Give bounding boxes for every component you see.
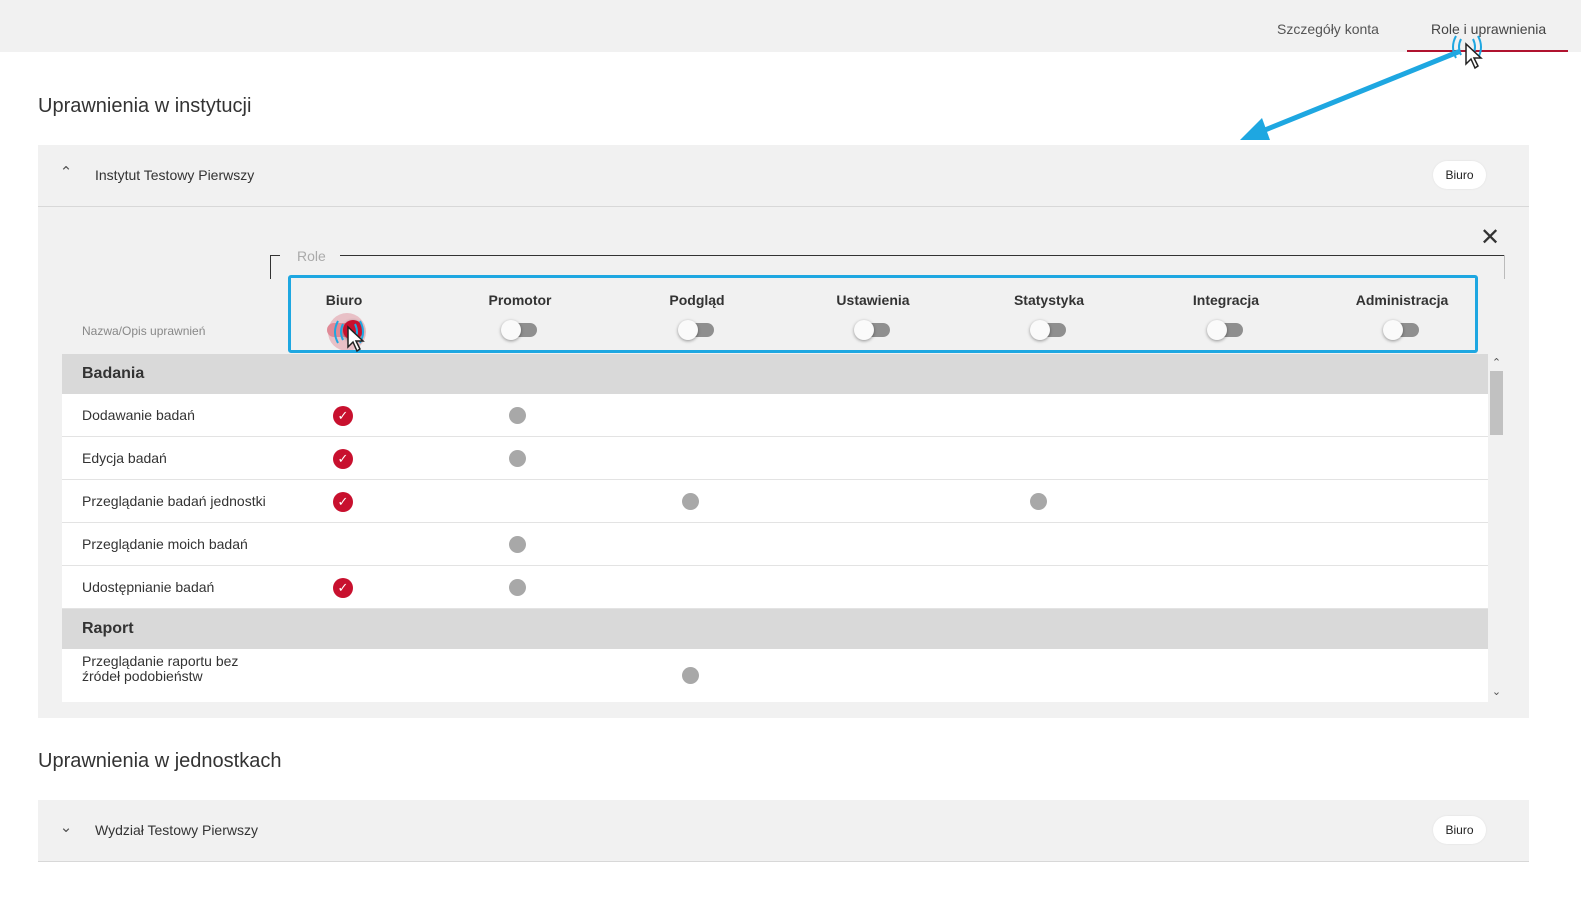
role-header-integracja: Integracja — [1192, 292, 1260, 308]
role-header-ustawienia: Ustawienia — [836, 292, 910, 308]
roles-fieldset — [270, 255, 1505, 279]
gray-dot-icon — [509, 579, 526, 596]
check-circle-icon: ✓ — [333, 492, 353, 512]
gray-dot-icon — [1030, 493, 1047, 510]
table-row: Przeglądanie badań jednostki ✓ — [62, 480, 1488, 523]
toggle-promotor[interactable] — [501, 320, 537, 340]
role-header-biuro: Biuro — [325, 292, 363, 308]
toggle-integracja[interactable] — [1207, 320, 1243, 340]
chevron-down-icon[interactable]: ⌄ — [59, 819, 73, 836]
top-tab-bar: Szczegóły konta Role i uprawnienia — [0, 0, 1581, 52]
roles-legend: Role — [297, 248, 326, 264]
role-badge: Biuro — [1433, 816, 1486, 844]
tab-account-details[interactable]: Szczegóły konta — [1277, 21, 1379, 37]
institution-permissions-title: Uprawnienia w instytucji — [38, 95, 252, 117]
permission-label: Edycja badań — [82, 450, 167, 466]
close-icon[interactable]: ✕ — [1479, 224, 1501, 251]
role-header-administracja: Administracja — [1355, 292, 1449, 308]
mouse-pointer-icon — [347, 325, 365, 353]
permission-label: Przeglądanie raportu bez źródeł podobień… — [82, 654, 238, 684]
vertical-scrollbar[interactable]: ⌃ ⌄ — [1488, 354, 1505, 702]
check-circle-icon: ✓ — [333, 578, 353, 598]
unit-panel[interactable]: ⌄ Wydział Testowy Pierwszy Biuro — [38, 800, 1529, 862]
click-ripple-icon — [1452, 35, 1482, 59]
gray-dot-icon — [509, 536, 526, 553]
role-header-promotor: Promotor — [488, 292, 552, 308]
group-row-raport: Raport — [62, 609, 1488, 649]
table-row: Przeglądanie raportu bez źródeł podobień… — [62, 649, 1488, 702]
scroll-up-arrow-icon[interactable]: ⌃ — [1491, 357, 1502, 369]
check-circle-icon: ✓ — [333, 449, 353, 469]
institution-panel-header[interactable]: ⌃ Instytut Testowy Pierwszy Biuro — [38, 145, 1529, 207]
check-circle-icon: ✓ — [333, 406, 353, 426]
permission-label: Przeglądanie moich badań — [82, 536, 248, 552]
permission-label: Przeglądanie badań jednostki — [82, 493, 266, 509]
gray-dot-icon — [682, 493, 699, 510]
table-row: Dodawanie badań ✓ — [62, 394, 1488, 437]
group-label: Badania — [82, 365, 145, 382]
permissions-table: Badania Dodawanie badań ✓ Edycja badań ✓… — [62, 354, 1505, 702]
role-header-podglad: Podgląd — [669, 292, 725, 308]
gray-dot-icon — [682, 667, 699, 684]
permission-label-line1: Przeglądanie raportu bez — [82, 653, 239, 669]
toggle-statystyka[interactable] — [1030, 320, 1066, 340]
tab-roles-permissions[interactable]: Role i uprawnienia — [1431, 21, 1547, 37]
permission-label: Udostępnianie badań — [82, 579, 215, 595]
toggle-administracja[interactable] — [1383, 320, 1419, 340]
unit-name: Wydział Testowy Pierwszy — [95, 822, 258, 838]
table-row: Edycja badań ✓ — [62, 437, 1488, 480]
unit-permissions-title: Uprawnienia w jednostkach — [38, 750, 282, 772]
permission-label-line2: źródeł podobieństw — [82, 668, 203, 684]
role-header-statystyka: Statystyka — [1013, 292, 1085, 308]
institution-panel: ⌃ Instytut Testowy Pierwszy Biuro ✕ Role… — [38, 145, 1529, 718]
table-row: Udostępnianie badań ✓ — [62, 566, 1488, 609]
table-row: Przeglądanie moich badań — [62, 523, 1488, 566]
roles-highlight-annotation — [288, 275, 1478, 353]
group-row-badania: Badania — [62, 354, 1488, 394]
permission-column-label: Nazwa/Opis uprawnień — [82, 324, 206, 338]
active-tab-indicator — [1407, 50, 1568, 52]
scroll-down-arrow-icon[interactable]: ⌄ — [1491, 686, 1502, 698]
institution-name: Instytut Testowy Pierwszy — [95, 167, 255, 183]
role-badge: Biuro — [1433, 161, 1486, 189]
mouse-pointer-icon — [1465, 42, 1483, 70]
scrollbar-thumb[interactable] — [1490, 371, 1503, 435]
toggle-ustawienia[interactable] — [854, 320, 890, 340]
gray-dot-icon — [509, 407, 526, 424]
chevron-up-icon[interactable]: ⌃ — [59, 164, 73, 181]
gray-dot-icon — [509, 450, 526, 467]
annotation-arrow-icon — [1240, 49, 1461, 140]
permission-label: Dodawanie badań — [82, 407, 195, 423]
group-label: Raport — [82, 620, 134, 637]
toggle-podglad[interactable] — [678, 320, 714, 340]
